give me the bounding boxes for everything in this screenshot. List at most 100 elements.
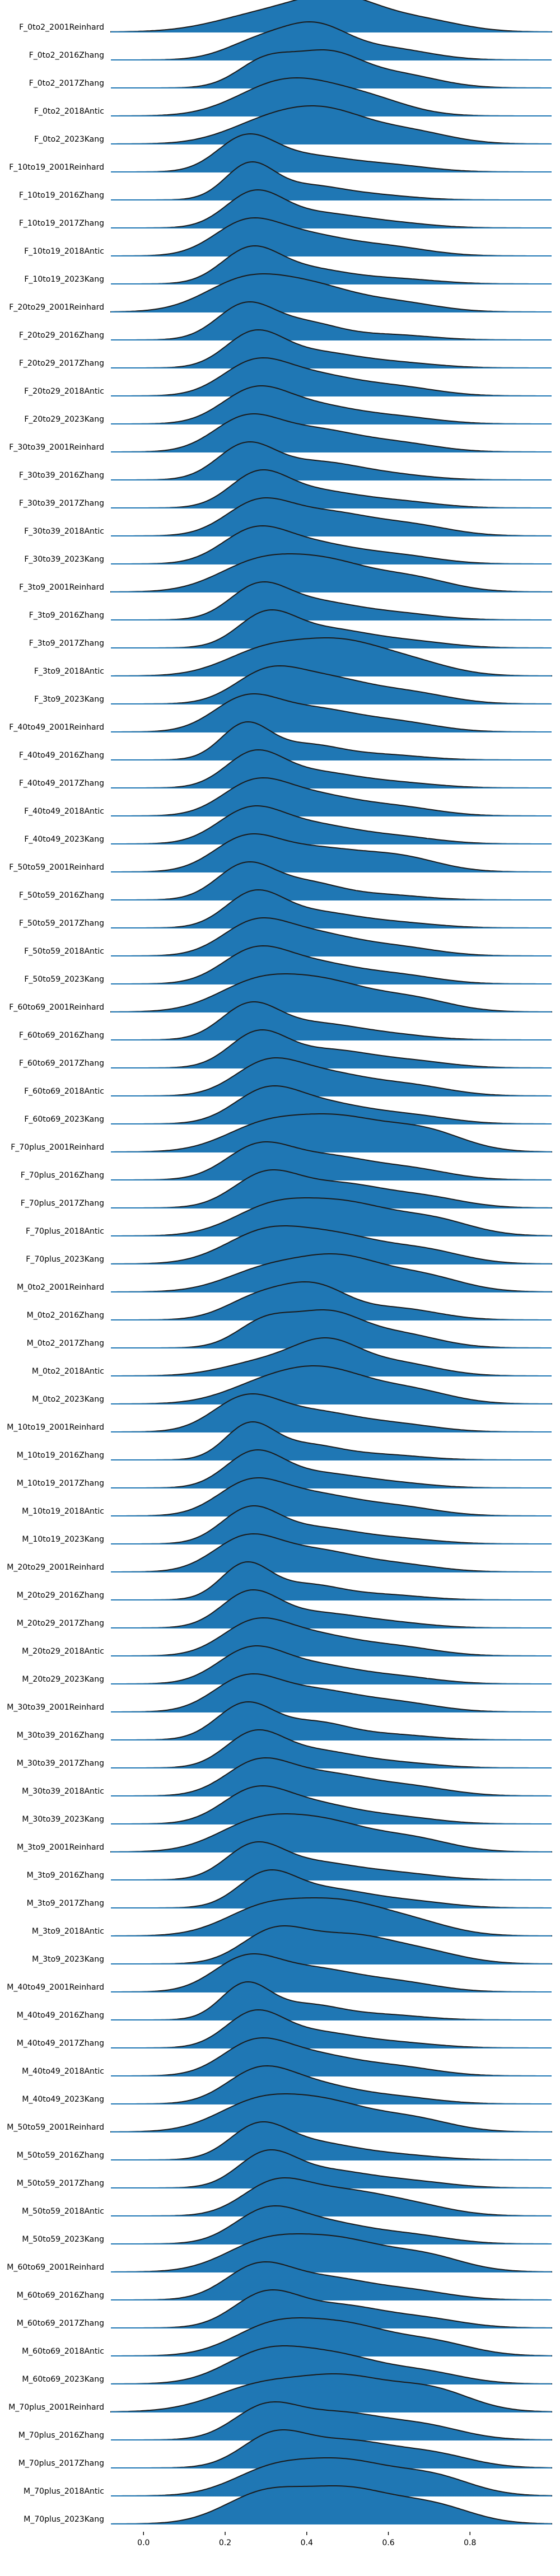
ridge-row: M_0to2_2017Zhang xyxy=(27,1309,552,1348)
ridge-row: M_20to29_2018Antic xyxy=(22,1617,552,1656)
ridge-row: M_50to59_2001Reinhard xyxy=(7,2093,552,2132)
ridge-density xyxy=(110,2345,552,2384)
ridge-density xyxy=(111,525,552,564)
ridge-density xyxy=(111,1869,552,1908)
ridge-row-label: M_60to69_2023Kang xyxy=(22,2375,104,2384)
ridge-density xyxy=(111,1673,552,1712)
ridge-row-label: F_10to19_2018Antic xyxy=(24,247,104,256)
ridge-density xyxy=(111,1393,552,1432)
ridge-row: F_30to39_2017Zhang xyxy=(19,469,552,508)
ridge-row-label: M_70plus_2017Zhang xyxy=(18,2459,104,2468)
ridge-row: M_10to19_2018Antic xyxy=(22,1477,552,1516)
ridge-row-label: M_40to49_2016Zhang xyxy=(17,2011,104,2020)
ridge-density xyxy=(111,1281,552,1320)
ridge-row: F_3to9_2001Reinhard xyxy=(19,553,552,592)
ridge-row: M_60to69_2001Reinhard xyxy=(7,2233,552,2272)
ridge-row: M_3to9_2016Zhang xyxy=(27,1841,552,1880)
ridge-row: M_70plus_2017Zhang xyxy=(18,2429,552,2468)
ridge-row: M_10to19_2023Kang xyxy=(22,1505,552,1544)
ridge-row-label: M_30to39_2001Reinhard xyxy=(7,1703,104,1712)
ridge-row-label: M_60to69_2018Antic xyxy=(22,2347,104,2356)
ridge-row-label: M_10to19_2017Zhang xyxy=(17,1479,104,1488)
ridge-row-label: M_20to29_2001Reinhard xyxy=(7,1563,104,1572)
ridge-row: F_3to9_2018Antic xyxy=(34,637,552,676)
ridge-row-label: M_60to69_2001Reinhard xyxy=(7,2263,104,2272)
ridge-row-label: M_10to19_2016Zhang xyxy=(17,1451,104,1460)
ridge-row: M_70plus_2018Antic xyxy=(24,2457,552,2496)
ridge-row-label: M_50to59_2017Zhang xyxy=(17,2179,104,2188)
ridge-density xyxy=(111,1505,552,1544)
ridge-row: M_3to9_2001Reinhard xyxy=(17,1813,552,1852)
ridge-density xyxy=(111,1897,552,1936)
ridge-row: M_10to19_2001Reinhard xyxy=(7,1393,552,1432)
ridge-row: F_70plus_2023Kang xyxy=(26,1225,552,1264)
ridge-row-label: M_30to39_2023Kang xyxy=(22,1815,104,1824)
ridge-row-label: F_3to9_2016Zhang xyxy=(29,611,104,620)
ridge-row-label: F_10to19_2017Zhang xyxy=(19,219,104,228)
ridge-row: M_30to39_2016Zhang xyxy=(17,1701,552,1740)
ridge-row: M_3to9_2023Kang xyxy=(32,1925,552,1964)
ridge-row-label: F_50to59_2017Zhang xyxy=(19,919,104,928)
ridge-density xyxy=(111,1729,552,1768)
ridge-density xyxy=(111,917,552,956)
ridge-row: F_10to19_2016Zhang xyxy=(19,161,552,200)
x-tick-label: 0.8 xyxy=(464,2538,476,2547)
ridge-density xyxy=(111,1785,552,1824)
ridge-row-label: F_40to49_2018Antic xyxy=(24,807,104,816)
ridge-density xyxy=(111,2121,552,2160)
ridge-row: F_60to69_2001Reinhard xyxy=(9,973,552,1012)
ridge-row-label: M_0to2_2018Antic xyxy=(32,1367,104,1376)
ridge-row-label: F_10to19_2023Kang xyxy=(24,275,104,284)
ridge-row-label: F_20to29_2017Zhang xyxy=(19,359,104,368)
ridge-row: M_40to49_2023Kang xyxy=(22,2065,552,2104)
ridge-density xyxy=(111,609,552,648)
ridge-row-label: F_20to29_2018Antic xyxy=(24,387,104,396)
ridge-row: M_3to9_2018Antic xyxy=(32,1897,552,1936)
ridges-group: F_0to2_2001Reinhard F_0to2_2016Zhang F_0to… xyxy=(7,0,552,2524)
ridge-density xyxy=(111,581,552,620)
ridge-density xyxy=(111,1057,552,1096)
ridge-row-label: F_0to2_2018Antic xyxy=(34,107,104,116)
ridge-density xyxy=(110,0,552,32)
x-axis: 0.0 0.2 0.4 0.6 0.8 xyxy=(137,2532,476,2547)
ridge-row-label: F_70plus_2001Reinhard xyxy=(11,1143,104,1152)
ridge-density xyxy=(110,1813,552,1852)
ridge-density xyxy=(111,665,552,704)
ridge-row-label: M_0to2_2017Zhang xyxy=(27,1339,104,1348)
ridge-density xyxy=(111,637,552,676)
ridge-row-label: F_60to69_2016Zhang xyxy=(19,1031,104,1040)
ridge-row-label: M_40to49_2017Zhang xyxy=(17,2039,104,2048)
ridge-density xyxy=(111,2261,552,2300)
ridge-density xyxy=(111,2177,552,2216)
ridge-row: F_10to19_2001Reinhard xyxy=(9,133,552,172)
ridge-density xyxy=(111,385,552,424)
ridge-row-label: M_30to39_2018Antic xyxy=(22,1787,104,1796)
ridge-row: M_20to29_2023Kang xyxy=(22,1645,552,1684)
ridge-density xyxy=(111,2317,552,2356)
ridge-row: F_70plus_2016Zhang xyxy=(21,1141,552,1180)
x-tick-label: 0.0 xyxy=(137,2538,150,2547)
ridge-row-label: M_3to9_2017Zhang xyxy=(27,1899,104,1908)
ridge-row: M_20to29_2001Reinhard xyxy=(7,1533,552,1572)
ridge-row: M_10to19_2017Zhang xyxy=(17,1449,552,1488)
ridge-row-label: F_0to2_2001Reinhard xyxy=(19,23,104,32)
ridge-row: F_60to69_2018Antic xyxy=(24,1057,552,1096)
ridge-row-label: F_30to39_2016Zhang xyxy=(19,471,104,480)
ridge-row-label: F_30to39_2018Antic xyxy=(24,527,104,536)
ridge-row: F_20to29_2023Kang xyxy=(24,385,552,424)
ridge-row-label: F_20to29_2023Kang xyxy=(24,415,104,424)
ridge-row-label: M_60to69_2017Zhang xyxy=(17,2319,104,2328)
ridge-density xyxy=(111,497,552,536)
ridge-row: F_10to19_2018Antic xyxy=(24,217,552,256)
ridge-row: F_3to9_2016Zhang xyxy=(29,581,552,620)
ridge-row: M_3to9_2017Zhang xyxy=(27,1869,552,1908)
ridge-density xyxy=(111,105,552,144)
ridge-density xyxy=(111,21,552,60)
ridge-row-label: M_20to29_2018Antic xyxy=(22,1647,104,1656)
ridge-row-label: F_10to19_2016Zhang xyxy=(19,191,104,200)
ridge-row-label: F_3to9_2017Zhang xyxy=(29,639,104,648)
ridge-density xyxy=(111,2149,552,2188)
ridge-row: F_30to39_2016Zhang xyxy=(19,441,552,480)
ridge-row-label: M_40to49_2018Antic xyxy=(22,2067,104,2076)
ridge-row-label: F_0to2_2023Kang xyxy=(34,135,104,144)
